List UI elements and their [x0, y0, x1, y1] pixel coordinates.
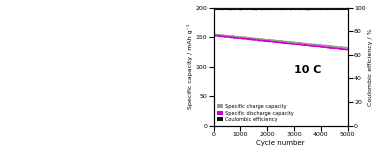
- Text: 10 C: 10 C: [294, 65, 321, 75]
- Y-axis label: Specific capacity / mAh g⁻¹: Specific capacity / mAh g⁻¹: [187, 24, 193, 109]
- Legend: Specific charge capacity, Specific discharge capacity, Coulombic efficiency: Specific charge capacity, Specific disch…: [216, 103, 295, 123]
- X-axis label: Cycle number: Cycle number: [256, 140, 305, 146]
- Y-axis label: Coulombic efficiency / %: Coulombic efficiency / %: [369, 28, 373, 105]
